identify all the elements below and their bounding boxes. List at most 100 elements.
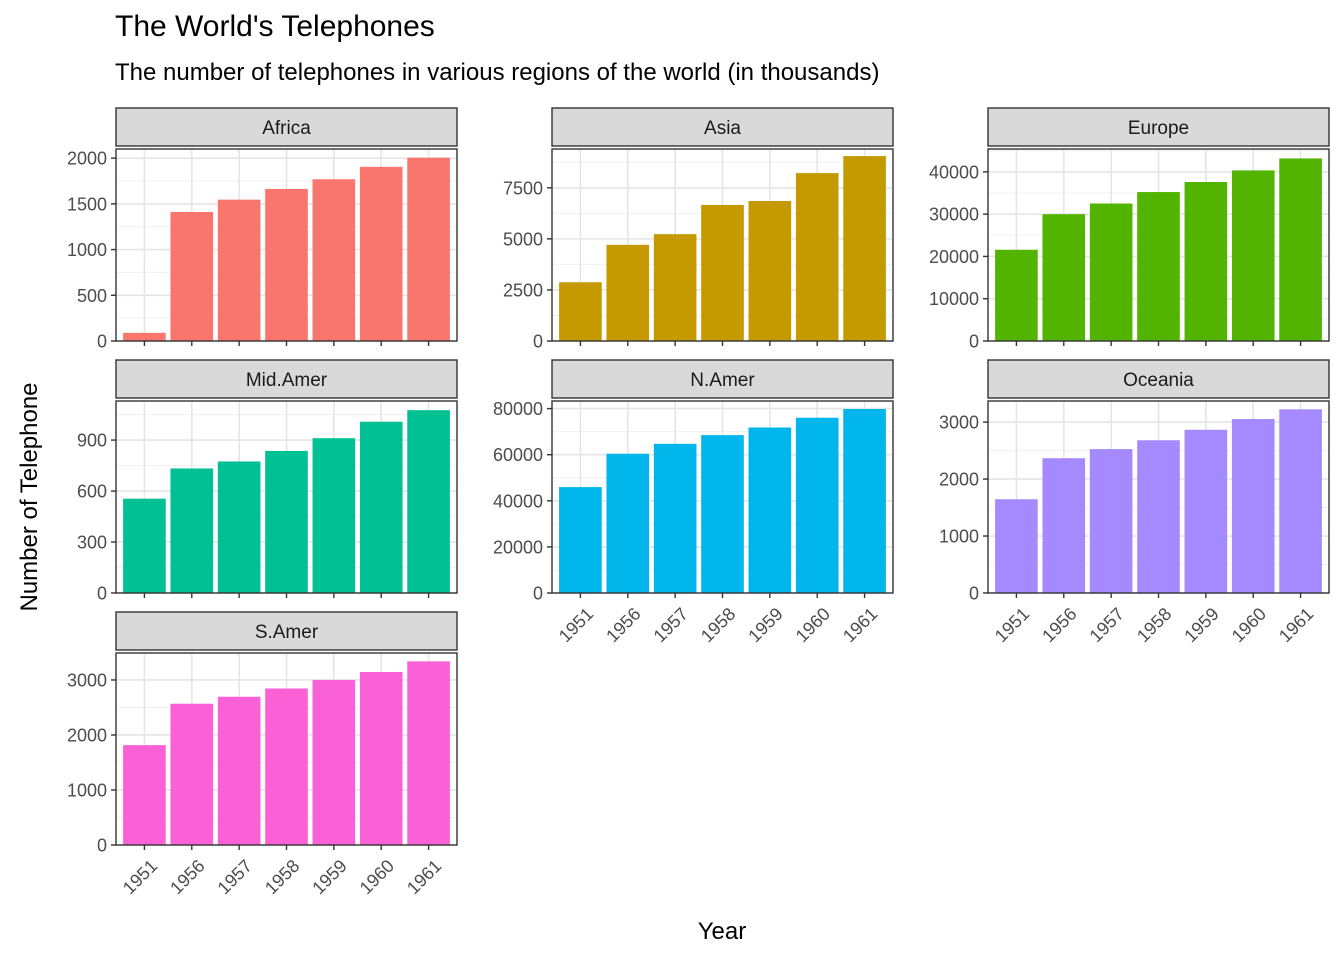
x-tick-label: 1961 (403, 856, 445, 898)
bar-asia-1951 (559, 282, 602, 341)
facet-europe: Europe 0 10000 20000 30000 40000 (929, 107, 1330, 352)
bar-asia-1960 (795, 173, 839, 341)
bar-europe-1959 (1184, 181, 1228, 341)
facet-strip-label-mid-amer: Mid.Amer (246, 370, 328, 391)
y-tick-label: 0 (969, 332, 979, 352)
y-tick-label: 10000 (929, 289, 979, 309)
chart-subtitle: The number of telephones in various regi… (115, 59, 880, 86)
y-tick-label: 0 (97, 584, 107, 604)
bar-europe-1956 (1042, 214, 1086, 341)
bar-mid-amer-1960 (359, 421, 403, 593)
y-tick-label: 2500 (503, 280, 543, 300)
bar-oceania-1959 (1184, 429, 1228, 593)
bar-africa-1956 (170, 211, 214, 341)
facet-strip-label-n-amer: N.Amer (690, 370, 755, 391)
y-tick-label: 0 (97, 332, 107, 352)
bar-mid-amer-1958 (265, 450, 308, 593)
facet-strip-label-oceania: Oceania (1123, 370, 1194, 391)
x-tick-label: 1956 (602, 604, 644, 646)
bar-asia-1957 (653, 234, 697, 341)
bar-africa-1957 (217, 199, 261, 341)
facet-oceania: Oceania 0 1000 2000 3000 1951 1956 1957 1958 1959… (939, 359, 1330, 646)
bar-africa-1951 (123, 332, 166, 341)
bar-mid-amer-1956 (170, 468, 214, 593)
y-tick-label: 500 (77, 286, 107, 306)
facet-strip-s-amer (115, 611, 458, 651)
bar-s-amer-1958 (265, 688, 308, 845)
bar-oceania-1956 (1042, 458, 1086, 593)
y-tick-label: 300 (77, 533, 107, 553)
facet-strip-label-africa: Africa (262, 118, 311, 139)
x-tick-label: 1958 (261, 856, 303, 898)
bar-n-amer-1961 (843, 408, 886, 593)
bar-asia-1961 (843, 156, 886, 341)
y-tick-label: 1000 (939, 527, 979, 547)
facet-strip-label-asia: Asia (704, 118, 741, 139)
x-tick-label: 1961 (839, 604, 881, 646)
x-tick-label: 1958 (1133, 604, 1175, 646)
x-tick-label: 1959 (1180, 604, 1222, 646)
bar-s-amer-1956 (170, 703, 214, 845)
x-axis-title: Year (698, 918, 747, 945)
y-tick-label: 1000 (67, 240, 107, 260)
y-tick-label: 3000 (67, 670, 107, 690)
bar-s-amer-1951 (123, 745, 166, 845)
x-tick-label: 1956 (1038, 604, 1080, 646)
bar-oceania-1951 (995, 499, 1038, 593)
x-tick-label: 1958 (697, 604, 739, 646)
bar-n-amer-1960 (795, 417, 839, 593)
x-tick-label: 1951 (119, 856, 161, 898)
bar-mid-amer-1959 (312, 438, 356, 593)
bar-africa-1958 (265, 188, 308, 341)
bar-europe-1958 (1137, 192, 1180, 341)
bar-oceania-1958 (1137, 440, 1180, 593)
facet-africa: Africa 0 500 1000 1500 2000 (67, 107, 458, 352)
y-tick-label: 20000 (493, 537, 543, 557)
facet-strip-europe (987, 107, 1330, 147)
x-tick-label: 1957 (214, 856, 256, 898)
bar-oceania-1957 (1089, 449, 1133, 593)
x-tick-label: 1961 (1275, 604, 1317, 646)
y-tick-label: 900 (77, 431, 107, 451)
bar-s-amer-1961 (407, 661, 450, 845)
facet-strip-africa (115, 107, 458, 147)
x-tick-label: 1956 (166, 856, 208, 898)
y-tick-label: 0 (969, 584, 979, 604)
bar-n-amer-1959 (748, 427, 792, 593)
x-tick-label: 1960 (356, 856, 398, 898)
y-tick-label: 1000 (67, 780, 107, 800)
bar-n-amer-1956 (606, 453, 650, 593)
bar-n-amer-1951 (559, 487, 602, 593)
facet-strip-n-amer (551, 359, 894, 399)
bar-europe-1960 (1231, 170, 1275, 341)
x-tick-label: 1951 (991, 604, 1033, 646)
bar-mid-amer-1957 (217, 461, 261, 593)
y-tick-label: 60000 (493, 445, 543, 465)
chart-title: The World's Telephones (115, 10, 435, 43)
facet-asia: Asia 0 2500 5000 7500 (503, 107, 894, 352)
y-tick-label: 5000 (503, 229, 543, 249)
y-tick-label: 2000 (939, 470, 979, 490)
y-tick-label: 40000 (929, 162, 979, 182)
bar-oceania-1960 (1231, 419, 1275, 593)
y-axis-title: Number of Telephone (16, 382, 43, 611)
facet-strip-asia (551, 107, 894, 147)
y-tick-label: 80000 (493, 399, 543, 419)
bar-africa-1959 (312, 179, 356, 341)
facet-mid-amer: Mid.Amer 0 300 600 900 (77, 359, 458, 604)
bar-n-amer-1957 (653, 443, 697, 593)
y-tick-label: 7500 (503, 178, 543, 198)
bar-asia-1956 (606, 244, 650, 341)
bar-s-amer-1957 (217, 696, 261, 845)
facet-strip-label-europe: Europe (1128, 118, 1189, 139)
y-tick-label: 40000 (493, 491, 543, 511)
y-tick-label: 2000 (67, 725, 107, 745)
x-tick-label: 1957 (650, 604, 692, 646)
bar-asia-1959 (748, 200, 792, 341)
bar-mid-amer-1961 (407, 410, 450, 593)
bar-s-amer-1960 (359, 671, 403, 845)
bar-europe-1957 (1089, 203, 1133, 341)
